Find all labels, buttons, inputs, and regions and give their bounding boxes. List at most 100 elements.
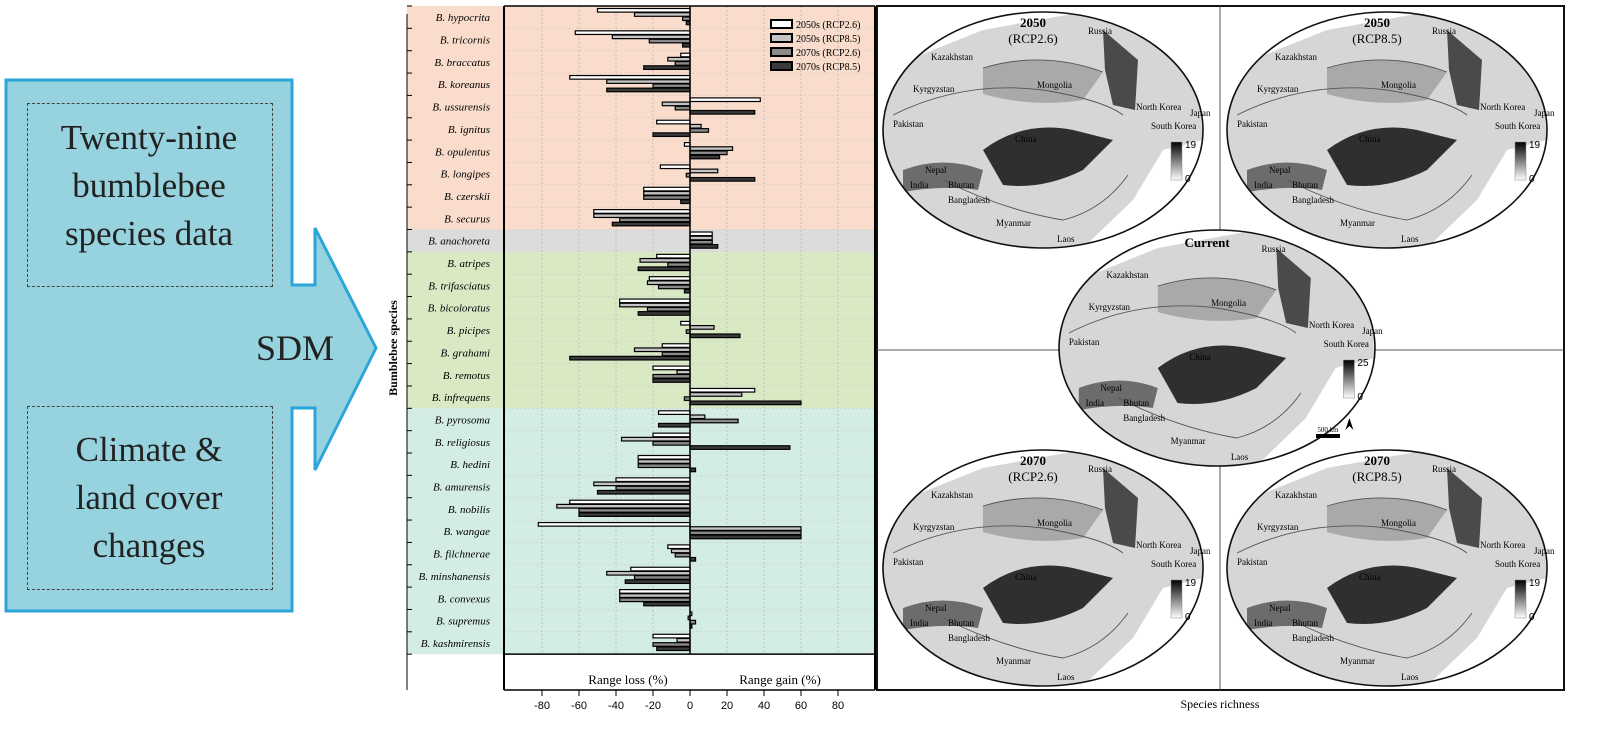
xtick-label-5: 20 — [721, 700, 733, 712]
bar-2-13 — [646, 306, 691, 312]
bar-3-16 — [652, 378, 691, 383]
category-label-17: B. infrequens — [432, 392, 490, 404]
map-2-label-12: Bangladesh — [1123, 413, 1165, 423]
legend-swatch-0 — [770, 19, 793, 29]
central-richness-1 — [1327, 127, 1457, 186]
legend-swatch-2 — [770, 47, 793, 57]
map-1-label-9: Nepal — [1269, 165, 1291, 175]
bar-0-20 — [637, 454, 691, 460]
borders-3 — [892, 497, 1129, 659]
map-4-label-10: India — [1254, 618, 1273, 628]
scale-max-2: 25 — [1357, 358, 1369, 369]
bar-2-5 — [689, 128, 710, 133]
map-4-label-9: Nepal — [1269, 603, 1291, 613]
borders-2 — [1068, 277, 1302, 439]
bar-2-3 — [652, 83, 691, 89]
bar-0-7 — [659, 164, 691, 170]
category-label-6: B. opulentus — [435, 146, 490, 158]
map-0-label-7: South Korea — [1151, 121, 1196, 131]
bar-0-8 — [643, 186, 691, 192]
central-richness-2 — [1157, 345, 1287, 404]
map-2-label-0: Russia — [1261, 244, 1285, 254]
map-1-label-10: India — [1254, 180, 1273, 190]
map-1-label-8: Japan — [1534, 108, 1555, 118]
map-subtitle-1: (RCP8.5) — [1352, 31, 1401, 46]
scale-max-0: 19 — [1185, 140, 1197, 151]
ne-richness-3 — [1103, 468, 1138, 548]
bar-2-23 — [689, 530, 802, 536]
map-outline-1 — [1226, 11, 1548, 249]
bar-0-16 — [652, 365, 691, 371]
bar-1-8 — [643, 190, 691, 196]
map-2-label-4: Pakistan — [1069, 337, 1100, 347]
bar-2-19 — [652, 440, 691, 446]
bar-3-1 — [682, 42, 691, 48]
map-2-label-8: Japan — [1362, 326, 1383, 336]
map-1-label-1: Kazakhstan — [1275, 52, 1317, 62]
legend-label-3: 2070s (RCP8.5) — [796, 62, 860, 73]
map-0-label-14: Laos — [1057, 234, 1075, 244]
category-label-22: B. nobilis — [448, 504, 490, 516]
xlabel-gain: Range gain (%) — [739, 672, 821, 687]
bar-3-26 — [643, 601, 691, 607]
ne-richness-2 — [1276, 248, 1311, 328]
map-2-label-7: South Korea — [1324, 339, 1369, 349]
bar-2-9 — [619, 217, 691, 223]
map-4-label-6: North Korea — [1480, 540, 1525, 550]
bar-0-21 — [615, 477, 691, 483]
map-2-label-14: Laos — [1231, 452, 1249, 462]
category-label-2: B. braccatus — [434, 57, 490, 69]
central-richness-3 — [983, 565, 1113, 624]
map-4-label-0: Russia — [1432, 464, 1456, 474]
bar-0-26 — [619, 588, 691, 594]
bar-0-24 — [667, 544, 691, 550]
bar-3-4 — [689, 109, 756, 115]
map-3-label-12: Bangladesh — [948, 633, 990, 643]
bar-3-22 — [578, 512, 691, 517]
bar-1-14 — [689, 325, 715, 330]
map-outline-0 — [882, 11, 1204, 249]
map-outline-4 — [1226, 449, 1548, 687]
map-panel-3: Russia Kazakhstan Mongolia Kyrgyzstan Pakist… — [882, 449, 1211, 687]
bar-1-16 — [676, 369, 691, 375]
category-label-13: B. bicoloratus — [428, 303, 490, 315]
bar-1-3 — [606, 79, 691, 84]
xtick-label-3: -20 — [645, 700, 661, 712]
group-band-2 — [407, 251, 875, 409]
bar-0-11 — [656, 253, 691, 259]
map-2-label-13: Myanmar — [1171, 436, 1206, 446]
map-4-label-8: Japan — [1534, 546, 1555, 556]
bar-3-7 — [689, 176, 756, 182]
bar-2-11 — [667, 262, 691, 267]
bar-3-10 — [689, 244, 719, 249]
map-2-label-11: Bhutan — [1123, 398, 1149, 408]
map-2-label-1: Kazakhstan — [1106, 270, 1148, 280]
map-3-label-2: Mongolia — [1037, 518, 1072, 528]
map-3-label-8: Japan — [1190, 546, 1211, 556]
himalaya-band-2 — [1078, 380, 1158, 410]
borders-0 — [892, 59, 1129, 221]
bar-1-26 — [619, 593, 691, 598]
color-scale-3 — [1170, 579, 1183, 619]
ne-richness-1 — [1447, 30, 1482, 110]
map-3-label-4: Pakistan — [893, 557, 924, 567]
ne-richness-0 — [1103, 30, 1138, 110]
bar-3-19 — [689, 445, 791, 450]
map-0-label-1: Kazakhstan — [931, 52, 973, 62]
bar-0-12 — [648, 276, 691, 281]
bar-1-25 — [606, 570, 691, 576]
bar-1-28 — [676, 637, 691, 643]
category-label-11: B. atripes — [447, 258, 490, 270]
map-outline-2 — [1058, 229, 1376, 467]
map-2-label-9: Nepal — [1100, 383, 1122, 393]
bar-0-3 — [569, 74, 691, 80]
map-outline-3 — [882, 449, 1204, 687]
category-label-24: B. filchnerae — [433, 549, 490, 561]
bar-3-14 — [689, 333, 741, 339]
bar-2-27 — [689, 619, 697, 625]
ne-richness-4 — [1447, 468, 1482, 548]
bar-2-8 — [643, 195, 691, 200]
bar-0-28 — [652, 633, 691, 639]
bar-1-12 — [646, 280, 691, 286]
xlabel-loss: Range loss (%) — [588, 672, 667, 687]
